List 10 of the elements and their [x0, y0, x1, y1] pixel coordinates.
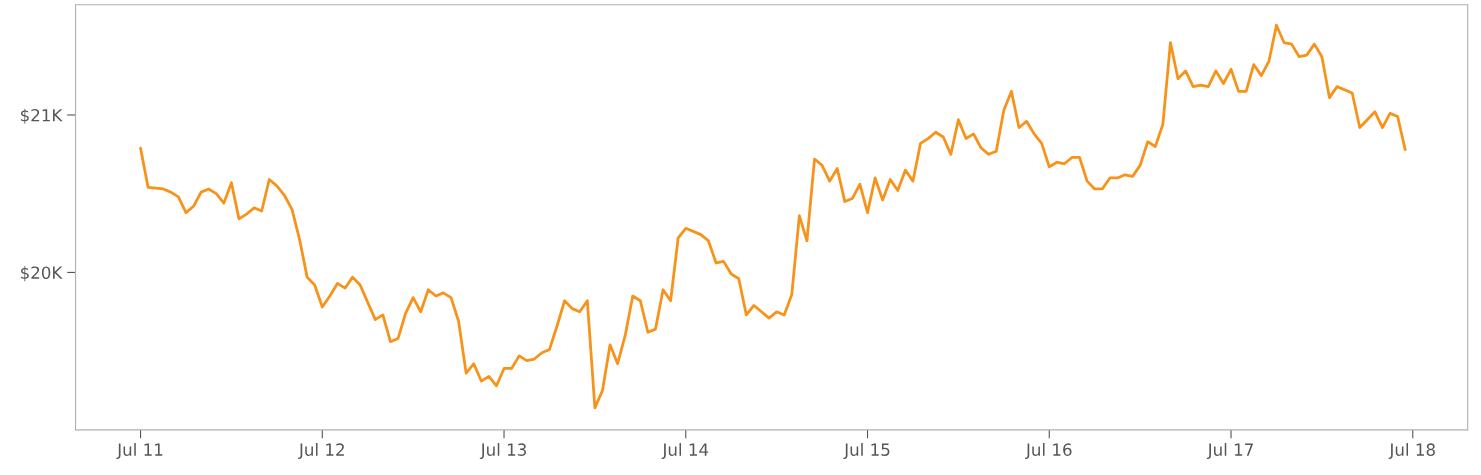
x-tick-label: Jul 11: [116, 443, 163, 460]
x-tick-label: Jul 14: [661, 443, 709, 460]
x-tick-label: Jul 15: [843, 443, 890, 460]
y-tick-label: $20K: [20, 266, 63, 282]
x-tick-label: Jul 13: [479, 443, 526, 460]
y-tick-label: $21K: [20, 108, 63, 124]
x-tick-label: Jul 12: [298, 443, 344, 460]
x-tick-label: Jul 16: [1025, 443, 1072, 460]
x-tick-label: Jul 18: [1388, 443, 1435, 460]
x-tick-label: Jul 17: [1206, 443, 1253, 460]
